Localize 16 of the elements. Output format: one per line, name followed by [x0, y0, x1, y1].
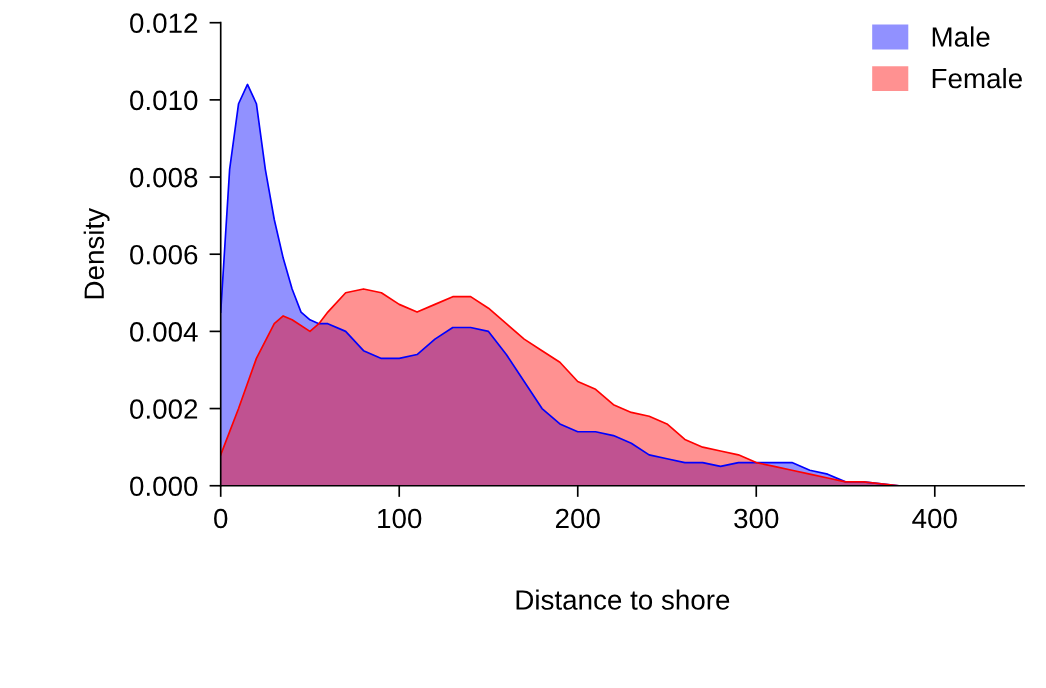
x-axis-title: Distance to shore — [516, 589, 730, 610]
legend-label: Male — [932, 26, 990, 47]
y-tick-label: 0.008 — [130, 167, 198, 188]
x-tick-label: 400 — [912, 508, 957, 529]
legend-label: Female — [932, 67, 1022, 89]
y-axis-title: Density — [83, 207, 110, 299]
x-tick-label: 0 — [214, 508, 228, 529]
y-tick-label: 0.010 — [130, 90, 198, 111]
y-tick-label: 0.000 — [130, 476, 198, 497]
x-tick-label: 200 — [555, 508, 600, 529]
y-tick-label: 0.012 — [130, 13, 198, 34]
y-tick-label: 0.004 — [130, 322, 198, 342]
x-tick-label: 300 — [734, 508, 779, 529]
y-tick-label: 0.002 — [130, 399, 198, 419]
y-tick-label: 0.006 — [130, 244, 198, 265]
x-tick-label: 100 — [378, 508, 422, 529]
